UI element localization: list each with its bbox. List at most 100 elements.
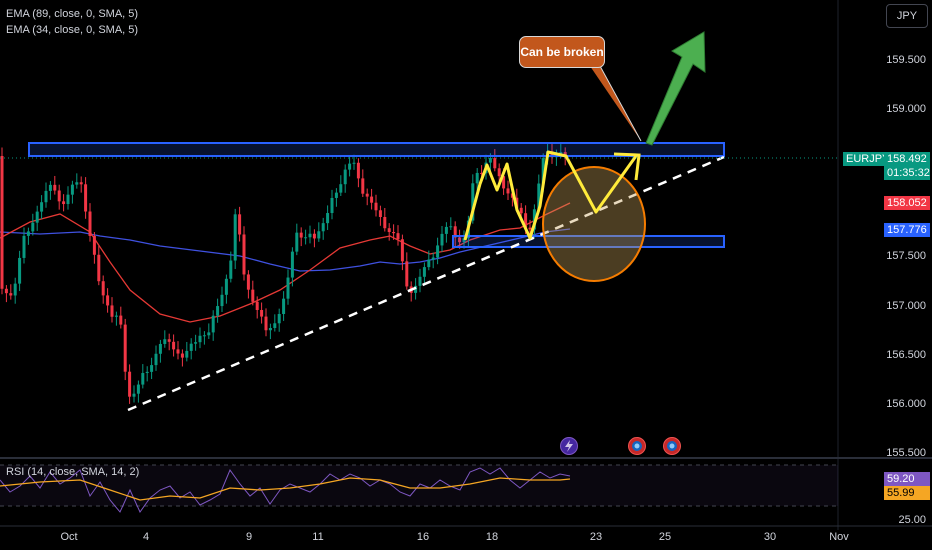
earnings-icon[interactable] (663, 437, 681, 455)
candle-body (97, 254, 101, 282)
candle-body (334, 192, 338, 198)
candle-body (444, 226, 448, 234)
candle-body (53, 184, 57, 191)
lightning-icon[interactable] (560, 437, 578, 455)
candle-body (339, 184, 343, 193)
countdown-tag: 01:35:32 (884, 166, 930, 180)
candle-body (251, 289, 255, 302)
candle-body (528, 227, 532, 230)
candle-body (110, 305, 114, 317)
candle-body (374, 202, 378, 211)
price-tick: 155.500 (886, 447, 926, 459)
candle-body (132, 393, 136, 397)
candle-body (75, 182, 79, 185)
rsi-ma-line (0, 477, 571, 501)
date-tick: 4 (142, 531, 150, 543)
candle-body (185, 350, 189, 358)
candle-body (418, 276, 422, 286)
candle-body (145, 371, 149, 374)
date-tick: 23 (589, 531, 603, 543)
candle-body (537, 183, 541, 210)
candle-body (26, 231, 30, 236)
candle-body (167, 339, 171, 342)
candle-body (506, 188, 510, 194)
candle-body (216, 306, 220, 316)
candle-body (92, 235, 96, 255)
rsi-legend[interactable]: RSI (14, close, SMA, 14, 2) (6, 466, 140, 478)
candle-body (136, 384, 140, 394)
candle-body (361, 178, 365, 194)
price-tick: 159.000 (886, 103, 926, 115)
candle-body (330, 197, 334, 214)
candle-body (400, 239, 404, 262)
candle-body (396, 233, 400, 240)
candle-body (502, 176, 506, 189)
projection-arrowhead (613, 152, 641, 181)
candle-body (35, 211, 39, 223)
candle-body (150, 365, 154, 372)
candle-body (356, 162, 360, 179)
candle-body (493, 158, 497, 169)
ema-89-legend[interactable]: EMA (89, close, 0, SMA, 5) (6, 8, 139, 20)
candle-body (114, 315, 118, 317)
candle-body (541, 158, 545, 184)
candle-body (387, 228, 391, 233)
candle-body (158, 343, 162, 354)
candle-body (119, 315, 123, 325)
ema-89-price-tag: 157.776 (884, 223, 930, 237)
ema-34-legend[interactable]: EMA (34, close, 0, SMA, 5) (6, 24, 139, 36)
candle-body (106, 295, 110, 306)
date-tick: 30 (763, 531, 777, 543)
candle-body (282, 298, 286, 314)
candle-body (163, 339, 167, 344)
candle-body (343, 169, 347, 185)
price-tick: 159.500 (886, 54, 926, 66)
candle-body (48, 184, 52, 191)
candle-body (458, 237, 462, 243)
candle-body (453, 226, 457, 238)
candle-body (246, 274, 250, 290)
candle-body (202, 335, 206, 337)
candle-body (70, 184, 74, 195)
candle-body (471, 183, 475, 221)
candle-body (427, 259, 431, 268)
candle-body (220, 294, 224, 307)
candle-body (79, 182, 83, 185)
candle-body (431, 257, 435, 260)
currency-button[interactable]: JPY (886, 4, 928, 28)
candle-body (317, 231, 321, 239)
candle-body (62, 201, 66, 205)
date-tick: 11 (312, 531, 324, 543)
candle-body (13, 283, 17, 296)
rsi-ma-value-tag: 55.99 (884, 486, 930, 500)
earnings-icon[interactable] (628, 437, 646, 455)
date-tick: Nov (829, 531, 849, 543)
breakout-arrow (645, 31, 706, 146)
candle-body (449, 226, 453, 228)
candle-body (312, 233, 316, 239)
rsi-value-tag: 59.20 (884, 472, 930, 486)
candle-body (154, 353, 158, 366)
candle-body (304, 237, 308, 239)
ascending-trendline[interactable] (127, 155, 725, 412)
candle-body (370, 196, 374, 203)
symbol-tag: EURJPY (843, 152, 893, 166)
candle-body (436, 245, 440, 258)
candle-body (260, 309, 264, 317)
candle-body (255, 301, 259, 310)
price-tick: 156.000 (886, 398, 926, 410)
candle-body (414, 285, 418, 293)
candle-body (440, 233, 444, 246)
candle-body (198, 335, 202, 343)
callout-box[interactable]: Can be broken (519, 36, 605, 68)
support-zone[interactable] (452, 235, 725, 248)
candle-body (497, 168, 501, 177)
candle-body (475, 172, 479, 184)
retest-ellipse[interactable] (542, 166, 646, 282)
candle-body (172, 341, 176, 350)
candle-body (286, 277, 290, 299)
price-tick: 156.500 (886, 349, 926, 361)
candle-body (422, 267, 426, 277)
candle-body (277, 313, 281, 324)
